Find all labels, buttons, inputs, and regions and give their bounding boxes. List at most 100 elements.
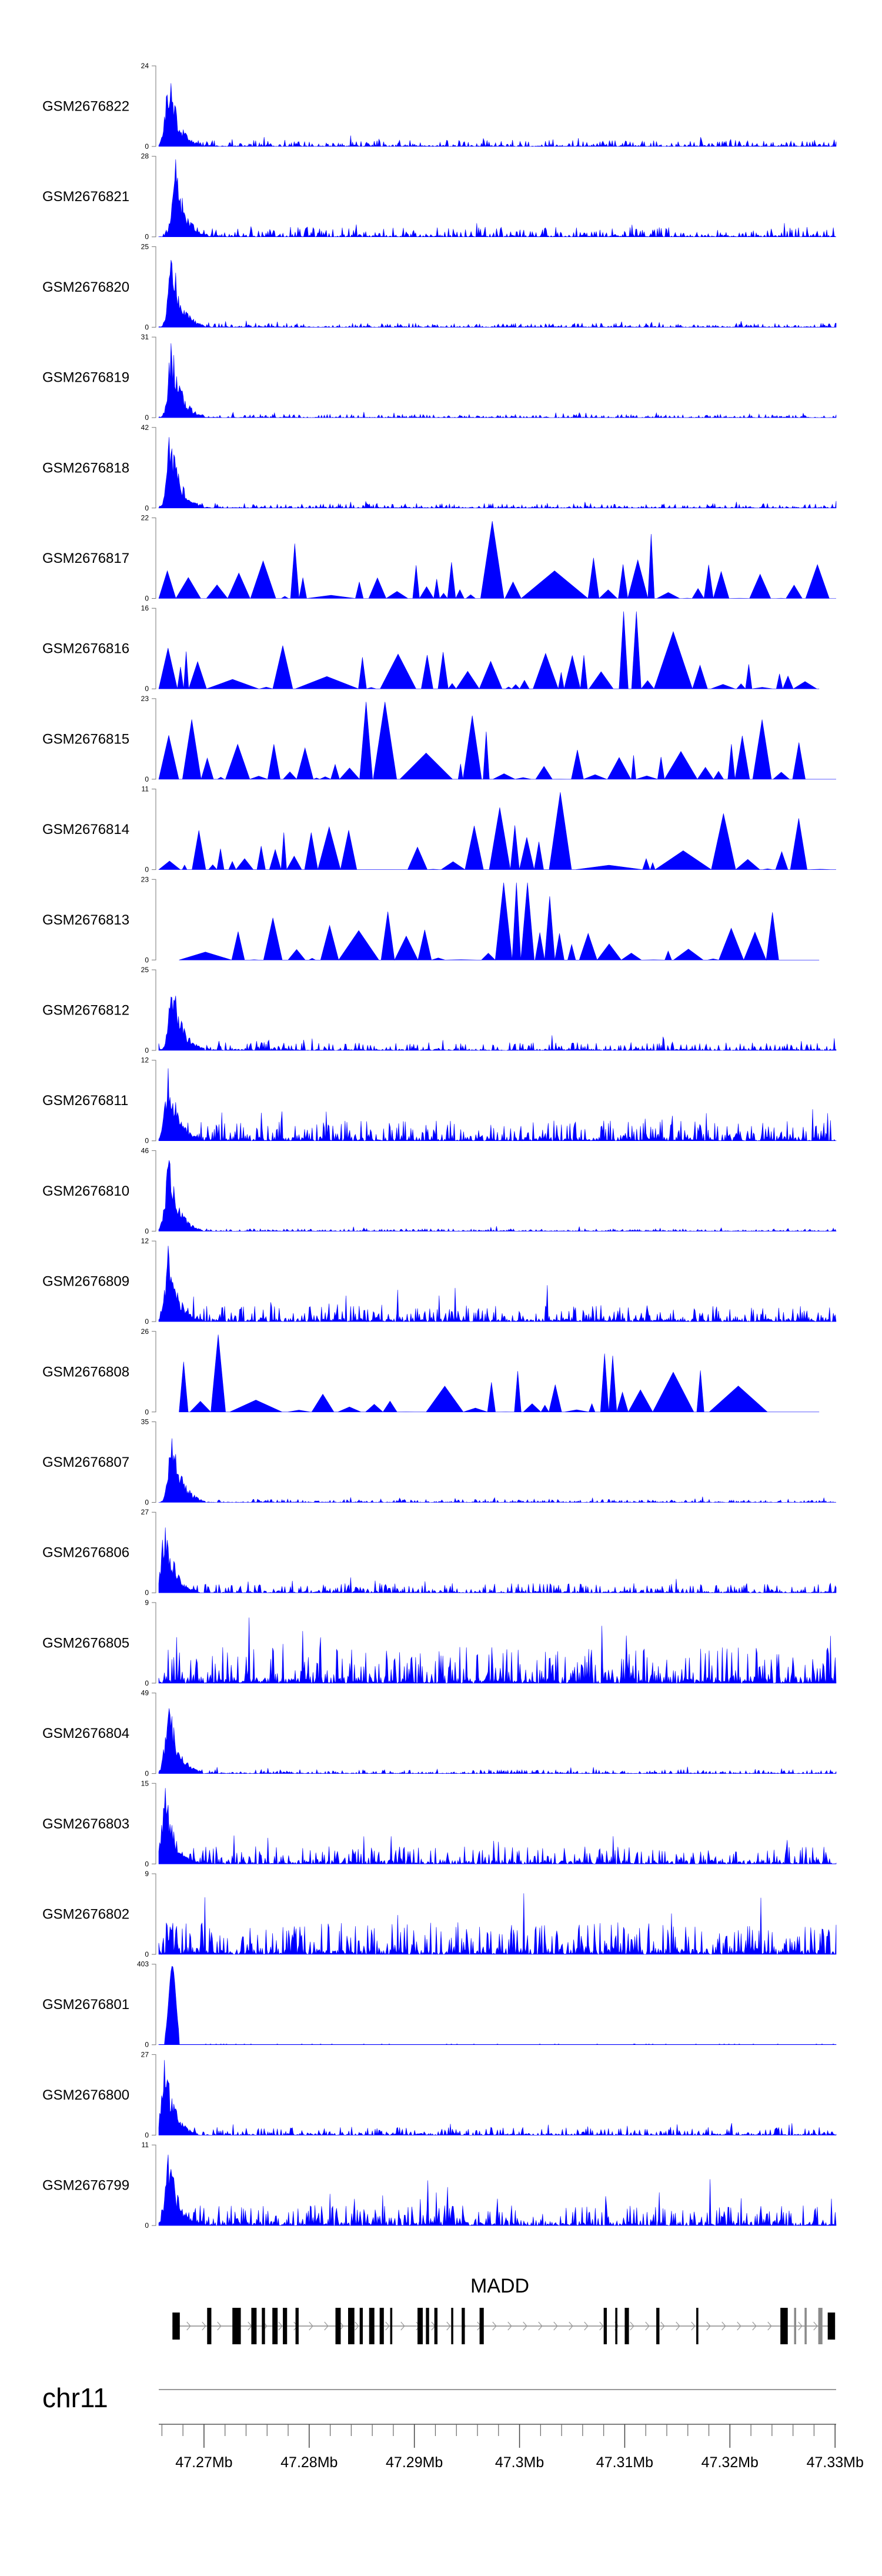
coverage-tracks: GSM2676822240GSM2676821280GSM2676820250G… [42,62,837,2230]
strand-arrow [767,2321,772,2331]
track-ymax-label: 46 [141,1146,149,1154]
strand-arrow [507,2321,512,2331]
track-coverage-area [158,343,837,419]
track-ymin-label: 0 [145,775,149,783]
strand-arrow [660,2321,665,2331]
track-coverage-area [158,1893,837,1956]
strand-arrow [446,2321,451,2331]
x-axis-ticks: 47.27Mb 47.28Mb 47.29Mb 47.3Mb 47.31Mb 47.32M… [161,2424,864,2471]
track-ymax-label: 25 [141,242,149,251]
strand-arrow [523,2321,527,2331]
track-label: GSM2676803 [42,1816,129,1832]
track-label: GSM2676806 [42,1545,129,1561]
track-GSM2676817: GSM2676817 22 0 [42,514,836,603]
strand-arrow [569,2321,573,2331]
track-y-axis [152,1964,156,2046]
track-coverage-area [179,1334,820,1413]
track-coverage-area [158,996,837,1051]
track-ymax-label: 22 [141,514,149,522]
track-ymax-label: 35 [141,1418,149,1426]
track-coverage-area [158,83,837,148]
track-label: GSM2676822 [42,99,129,115]
track-GSM2676816: GSM2676816 16 0 [42,604,820,693]
track-coverage-area [158,2060,837,2136]
track-label: GSM2676815 [42,731,129,747]
track-ymax-label: 11 [142,785,149,793]
track-y-axis [152,2144,156,2226]
track-y-axis [152,156,156,238]
track-label: GSM2676805 [42,1635,129,1651]
gene-exon [434,2308,438,2344]
strand-arrow [645,2321,650,2331]
gene-exons [172,2308,836,2344]
track-y-axis [152,427,156,509]
track-label: GSM2676807 [42,1454,129,1470]
strand-arrow [691,2321,696,2331]
track-label: GSM2676804 [42,1726,129,1741]
gene-exon [780,2308,788,2344]
track-label: GSM2676810 [42,1183,129,1199]
track-ymax-label: 27 [141,1508,149,1516]
track-ymax-label: 403 [137,1960,149,1968]
track-ymin-label: 0 [145,1499,149,1507]
track-ymin-label: 0 [145,685,149,693]
track-ymax-label: 49 [141,1689,149,1697]
track-GSM2676812: GSM2676812 25 0 [42,966,837,1055]
track-ymax-label: 31 [141,333,149,341]
track-ymin-label: 0 [145,1770,149,1778]
gene-exon [615,2308,617,2344]
track-y-axis [152,1873,156,1955]
track-ymax-label: 23 [141,695,149,703]
track-y-axis [152,789,156,870]
track-ymin-label: 0 [145,1046,149,1055]
track-coverage-area [158,520,836,599]
track-ymin-label: 0 [145,233,149,241]
track-ymax-label: 28 [141,152,149,161]
gene-exon [827,2313,836,2340]
track-y-axis [152,1783,156,1864]
track-label: GSM2676814 [42,822,129,837]
track-ymax-label: 23 [141,875,149,883]
gene-exon [272,2308,278,2344]
track-ymin-label: 0 [145,142,149,151]
strand-arrow [706,2321,711,2331]
chromosome-label: chr11 [42,2383,108,2413]
track-GSM2676799: GSM2676799 11 0 [42,2141,837,2230]
track-coverage-area [158,1160,837,1232]
track-ymin-label: 0 [145,504,149,512]
track-coverage-area [158,1246,837,1323]
track-ymin-label: 0 [145,413,149,422]
track-y-axis [152,246,156,328]
strand-arrow [385,2321,390,2331]
track-y-axis [152,336,156,418]
track-label: GSM2676813 [42,912,129,928]
track-label: GSM2676818 [42,460,129,476]
track-GSM2676813: GSM2676813 23 0 [42,875,820,964]
track-coverage-area [158,611,820,690]
gene-exon [804,2308,807,2344]
track-ymax-label: 12 [141,1056,149,1065]
track-GSM2676822: GSM2676822 24 0 [42,62,837,151]
strand-arrow [676,2321,680,2331]
strand-arrow [599,2321,604,2331]
track-GSM2676802: GSM2676802 9 0 [42,1870,837,1958]
track-ymin-label: 0 [145,1408,149,1416]
track-label: GSM2676811 [42,1093,128,1109]
track-GSM2676801: GSM2676801 403 0 [42,1960,837,2049]
track-ymax-label: 16 [141,604,149,612]
track-GSM2676808: GSM2676808 26 0 [42,1327,820,1416]
track-y-axis [152,1331,156,1413]
track-ymax-label: 15 [141,1779,149,1787]
gene-exon [624,2308,629,2344]
track-ymin-label: 0 [145,1860,149,1868]
track-GSM2676819: GSM2676819 31 0 [42,333,837,422]
track-ymin-label: 0 [145,2221,149,2230]
track-ymin-label: 0 [145,595,149,603]
track-label: GSM2676801 [42,1997,129,2013]
strand-arrow [813,2321,818,2331]
strand-arrow [553,2321,558,2331]
track-ymax-label: 9 [145,1599,149,1607]
x-axis-tick-label: 47.28Mb [280,2454,338,2471]
strand-arrow [538,2321,543,2331]
track-label: GSM2676819 [42,370,129,386]
